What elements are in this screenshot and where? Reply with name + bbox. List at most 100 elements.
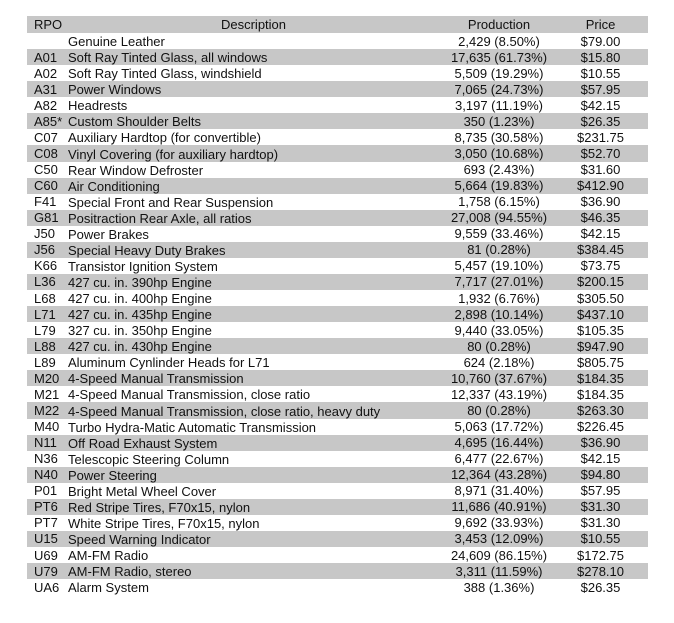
price-cell: $42.15	[580, 97, 621, 113]
table-row: N11 Off Road Exhaust System 4,695 (16.44%)…	[27, 434, 648, 451]
price-cell: $947.90	[577, 338, 624, 354]
rpo-cell: L68	[34, 290, 56, 306]
price-cell: $26.35	[580, 113, 621, 129]
table-row: L71 427 cu. in. 435hp Engine 2,898 (10.14%…	[27, 306, 648, 323]
description-text: Bright Metal Wheel Cover	[68, 483, 217, 499]
rpo-cell	[27, 33, 62, 49]
table-row: A31 Power Windows 7,065 (24.73%) $57.95	[27, 81, 648, 98]
table-row: G81 Positraction Rear Axle, all ratios 27,…	[27, 209, 648, 226]
rpo-cell: N36	[34, 451, 58, 467]
table-row: A82 Headrests 3,197 (11.19%) $42.15	[27, 97, 648, 114]
production-cell: 7,717 (27.01%)	[454, 274, 544, 290]
description-text: Special Front and Rear Suspension	[68, 194, 274, 210]
production-cell: 624 (2.18%)	[463, 354, 535, 370]
production-cell: 80 (0.28%)	[467, 338, 531, 354]
production-cell: 3,453 (12.09%)	[454, 531, 544, 547]
table-row: PT7 White Stripe Tires, F70x15, nylon 9,69…	[27, 515, 648, 531]
production-cell: 5,063 (17.72%)	[454, 419, 544, 435]
production-cell: 5,664 (19.83%)	[454, 178, 544, 194]
description-cell: White Stripe Tires, F70x15, nylon	[62, 515, 445, 531]
production-cell: 9,559 (33.46%)	[454, 226, 544, 242]
table-row: K66 Transistor Ignition System 5,457 (19.1…	[27, 258, 648, 274]
description-text: 427 cu. in. 435hp Engine	[68, 307, 212, 323]
price-cell: $231.75	[577, 129, 624, 145]
rpo-cell: L88	[34, 338, 56, 354]
table-row: PT6 Red Stripe Tires, F70x15, nylon 11,686…	[27, 498, 648, 515]
production-cell: 8,971 (31.40%)	[454, 483, 544, 499]
description-text: 4-Speed Manual Transmission, close ratio…	[68, 403, 381, 419]
production-cell: 3,311 (11.59%)	[455, 563, 543, 579]
column-header-production: Production	[467, 17, 531, 32]
production-cell: 1,932 (6.76%)	[458, 290, 540, 306]
rpo-cell: L36	[34, 274, 56, 290]
table-row: Genuine Leather 2,429 (8.50%) $79.00	[27, 33, 648, 50]
table-row: UA6 Alarm System 388 (1.36%) $26.35	[27, 579, 648, 596]
description-cell: 427 cu. in. 390hp Engine	[62, 274, 445, 290]
description-text: AM-FM Radio, stereo	[68, 564, 192, 580]
production-cell: 8,735 (30.58%)	[454, 129, 544, 145]
rpo-cell: N40	[34, 467, 58, 483]
description-text: Power Windows	[68, 82, 162, 98]
production-cell: 5,457 (19.10%)	[454, 258, 544, 274]
table-row: L79 327 cu. in. 350hp Engine 9,440 (33.05%…	[27, 322, 648, 339]
rpo-cell: UA6	[34, 579, 60, 595]
price-cell: $79.00	[580, 33, 621, 49]
rpo-cell: J56	[34, 242, 55, 258]
production-cell: 350 (1.23%)	[463, 113, 535, 129]
page: RPO Description Production Price Genuine…	[27, 16, 648, 595]
description-cell: Power Brakes	[62, 226, 445, 242]
price-cell: $437.10	[577, 306, 624, 322]
production-cell: 24,609 (86.15%)	[450, 547, 548, 563]
description-text: Aluminum Cynlinder Heads for L71	[68, 355, 270, 371]
price-cell: $105.35	[577, 322, 624, 338]
production-cell: 10,760 (37.67%)	[450, 370, 548, 386]
production-cell: 7,065 (24.73%)	[454, 81, 544, 97]
price-cell: $42.15	[580, 451, 621, 467]
description-text: Power Brakes	[68, 226, 149, 242]
rpo-cell: L79	[34, 322, 56, 338]
rpo-cell: A82	[34, 97, 58, 113]
description-text: 427 cu. in. 430hp Engine	[68, 339, 212, 355]
rpo-cell: K66	[34, 258, 58, 274]
price-cell: $805.75	[577, 354, 624, 370]
price-cell: $412.90	[577, 178, 624, 194]
description-cell: Positraction Rear Axle, all ratios	[62, 210, 445, 226]
price-cell: $36.90	[580, 194, 621, 210]
description-text: 327 cu. in. 350hp Engine	[68, 323, 212, 339]
description-text: 4-Speed Manual Transmission	[68, 371, 244, 387]
table-row: C07 Auxiliary Hardtop (for convertible) 8,…	[27, 129, 648, 146]
description-cell: Red Stripe Tires, F70x15, nylon	[62, 499, 445, 515]
production-cell: 6,477 (22.67%)	[454, 451, 544, 467]
production-cell: 17,635 (61.73%)	[450, 49, 548, 65]
description-text: Soft Ray Tinted Glass, all windows	[68, 50, 268, 66]
description-cell: 327 cu. in. 350hp Engine	[62, 322, 445, 338]
description-text: Alarm System	[68, 580, 149, 596]
table-header-row: RPO Description Production Price	[27, 16, 648, 33]
price-cell: $57.95	[580, 81, 621, 97]
description-cell: Custom Shoulder Belts	[62, 113, 445, 129]
description-text: Transistor Ignition System	[68, 258, 218, 274]
price-cell: $10.55	[580, 531, 621, 547]
rpo-cell: U15	[34, 531, 58, 547]
description-cell: Genuine Leather	[62, 33, 445, 49]
description-text: Genuine Leather	[68, 34, 165, 50]
description-text: Custom Shoulder Belts	[68, 114, 201, 130]
rpo-cell: G81	[34, 210, 59, 226]
description-text: 427 cu. in. 400hp Engine	[68, 291, 212, 307]
production-cell: 1,758 (6.15%)	[458, 194, 540, 210]
description-cell: 4-Speed Manual Transmission, close ratio	[62, 386, 445, 402]
table-row: J56 Special Heavy Duty Brakes 81 (0.28%) $3…	[27, 241, 648, 258]
price-cell: $226.45	[577, 419, 624, 435]
rpo-options-table: RPO Description Production Price Genuine…	[27, 16, 648, 595]
rpo-cell: C50	[34, 162, 58, 178]
description-cell: 427 cu. in. 430hp Engine	[62, 338, 445, 354]
table-row: U15 Speed Warning Indicator 3,453 (12.09%)…	[27, 530, 648, 547]
rpo-cell: A31	[34, 81, 58, 97]
description-cell: Speed Warning Indicator	[62, 531, 445, 547]
price-cell: $31.60	[580, 162, 621, 178]
table-row: N36 Telescopic Steering Column 6,477 (22.6…	[27, 451, 648, 467]
description-text: Power Steering	[68, 467, 157, 483]
description-cell: AM-FM Radio	[62, 547, 445, 563]
description-cell: Special Front and Rear Suspension	[62, 194, 445, 210]
production-cell: 2,898 (10.14%)	[454, 306, 544, 322]
